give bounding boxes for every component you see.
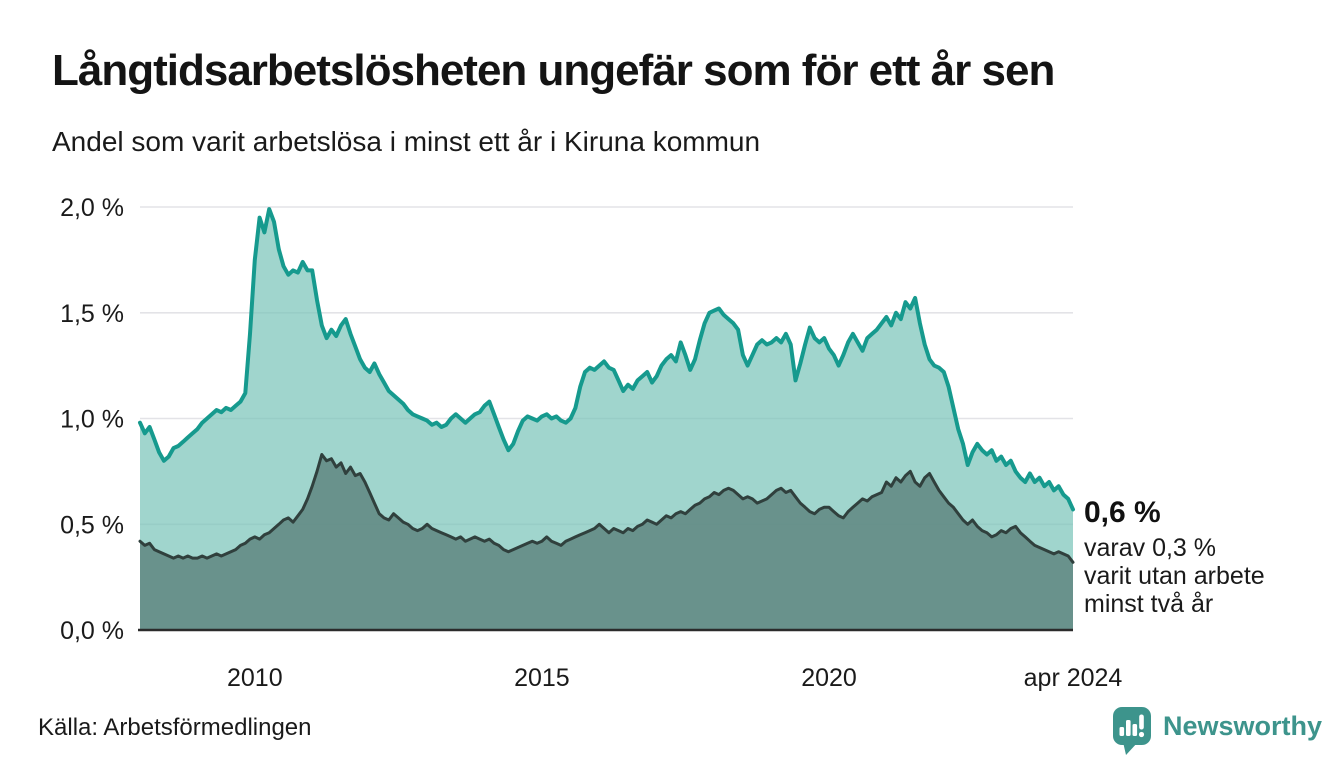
source-credit: Källa: Arbetsförmedlingen — [38, 714, 312, 741]
annotation-line-3: minst två år — [1084, 590, 1214, 618]
x-tick-label: 2010 — [227, 664, 283, 692]
area-minst-tva-ar — [140, 454, 1073, 630]
x-tick-label: 2020 — [801, 664, 857, 692]
x-tick-label: apr 2024 — [1024, 664, 1123, 692]
bar-chart-bubble-icon — [1113, 707, 1151, 755]
y-tick-label: 2,0 % — [60, 194, 124, 222]
latest-value-label: 0,6 % — [1084, 496, 1161, 529]
chart-subtitle: Andel som varit arbetslösa i minst ett å… — [52, 126, 761, 157]
line-minst-tva-ar — [138, 453, 1075, 564]
y-tick-label: 0,0 % — [60, 617, 124, 645]
x-tick-label: 2015 — [514, 664, 570, 692]
page-title: Långtidsarbetslösheten ungefär som för e… — [52, 46, 1055, 95]
annotation-line-2: varit utan arbete — [1084, 562, 1265, 590]
line-minst-ett-ar — [138, 207, 1075, 512]
latest-value-annotation: 0,6 % varav 0,3 % varit utan arbete mins… — [1084, 496, 1324, 618]
y-tick-label: 0,5 % — [60, 511, 124, 539]
newsworthy-logo: Newsworthy — [1112, 706, 1322, 756]
y-tick-label: 1,0 % — [60, 406, 124, 434]
newsworthy-wordmark: Newsworthy — [1163, 711, 1323, 741]
y-tick-label: 1,5 % — [60, 300, 124, 328]
annotation-line-1: varav 0,3 % — [1084, 534, 1217, 562]
